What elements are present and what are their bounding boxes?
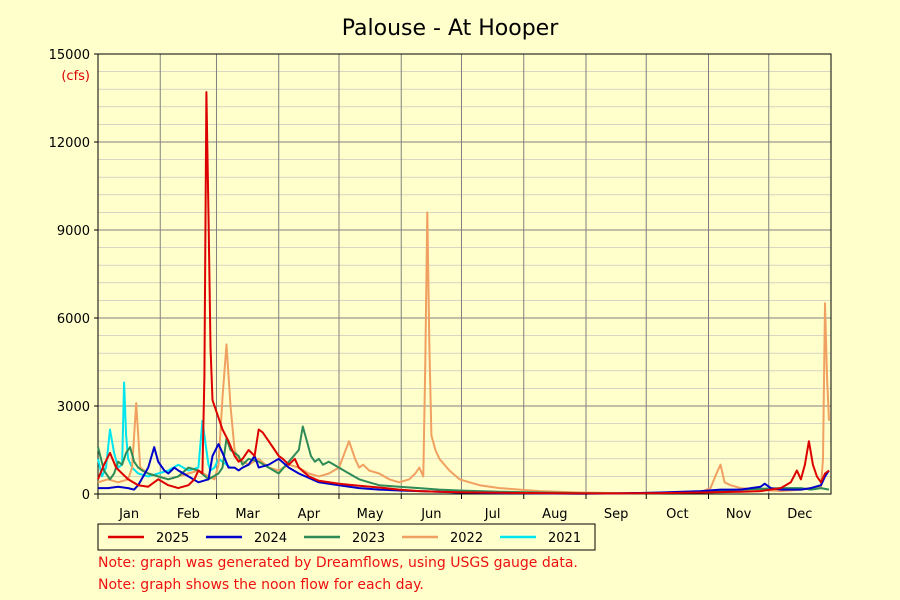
y-tick-label: 15000 xyxy=(49,48,90,63)
y-tick-label: 0 xyxy=(82,488,90,503)
x-tick-label: Aug xyxy=(542,507,567,522)
y-tick-label: 6000 xyxy=(57,312,90,327)
x-tick-label: Jun xyxy=(420,507,441,522)
tick-labels: 0 3000 6000 9000 12000 15000 Jan Feb Mar Apr May Ju… xyxy=(49,48,813,522)
y-tick-label: 12000 xyxy=(49,136,90,151)
series-line-2024 xyxy=(98,443,830,495)
legend: 2025 2024 2023 2022 2021 xyxy=(97,523,596,551)
legend-label-2024: 2024 xyxy=(254,531,287,546)
series-line-2022 xyxy=(97,211,830,495)
legend-label-2021: 2021 xyxy=(548,531,581,546)
y-tick-label: 9000 xyxy=(57,224,90,239)
x-tick-label: Sep xyxy=(604,507,629,522)
plot-frame xyxy=(97,53,832,495)
note-line-2: Note: graph shows the noon flow for each… xyxy=(98,577,424,593)
y-axis-unit: (cfs) xyxy=(61,69,90,84)
x-tick-label: Dec xyxy=(787,507,812,522)
series-layer xyxy=(97,91,830,495)
chart-title: Palouse - At Hooper xyxy=(342,16,559,41)
x-tick-label: Nov xyxy=(726,507,752,522)
x-tick-label: Oct xyxy=(666,507,688,522)
y-tick-label: 3000 xyxy=(57,400,90,415)
x-tick-label: Apr xyxy=(298,507,321,522)
x-tick-label: Mar xyxy=(235,507,260,522)
x-tick-label: May xyxy=(357,507,384,522)
legend-label-2025: 2025 xyxy=(156,531,189,546)
x-tick-label: Jan xyxy=(118,507,139,522)
legend-label-2023: 2023 xyxy=(352,531,385,546)
note-line-1: Note: graph was generated by Dreamflows,… xyxy=(98,555,578,571)
series-line-2021 xyxy=(97,381,232,478)
grid xyxy=(98,53,831,495)
series-line-2025 xyxy=(97,91,830,495)
legend-label-2022: 2022 xyxy=(450,531,483,546)
x-tick-label: Feb xyxy=(177,507,200,522)
x-tick-label: Jul xyxy=(484,507,501,522)
